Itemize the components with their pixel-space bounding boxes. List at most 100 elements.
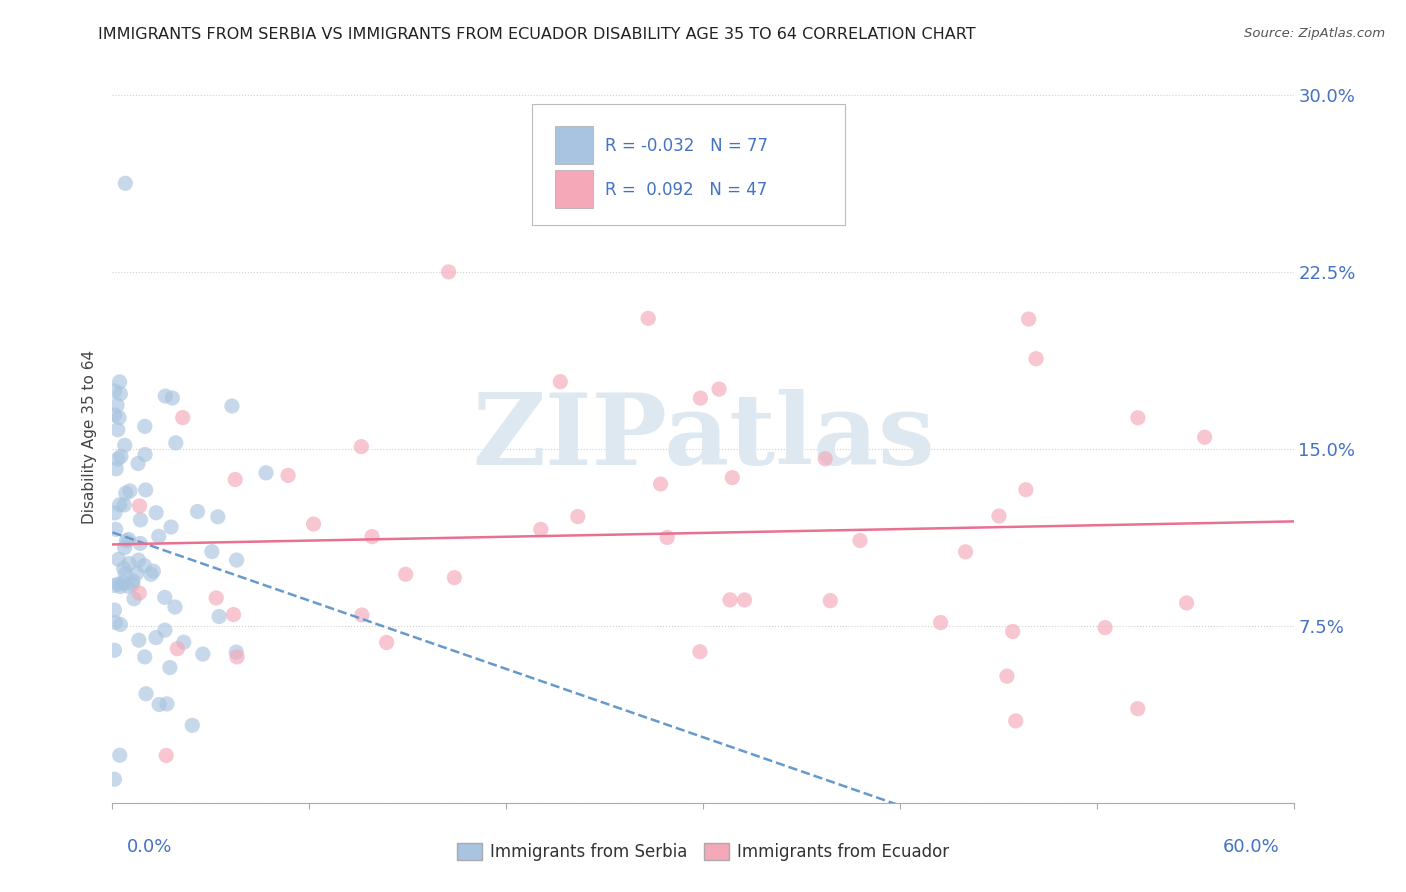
Point <box>650 477 672 491</box>
Point <box>110 617 132 632</box>
Point <box>929 615 952 630</box>
Y-axis label: Disability Age 35 to 64: Disability Age 35 to 64 <box>82 350 97 524</box>
Point <box>181 718 204 732</box>
Point <box>1018 312 1040 326</box>
Point <box>995 669 1018 683</box>
Point <box>107 452 129 467</box>
Point <box>142 564 165 578</box>
Point <box>162 391 184 405</box>
Point <box>139 567 162 582</box>
Point <box>148 698 170 712</box>
Point <box>103 578 125 592</box>
Point <box>128 586 150 600</box>
Point <box>166 641 188 656</box>
Point <box>721 470 744 484</box>
Point <box>159 660 181 674</box>
Point <box>395 567 418 582</box>
Point <box>108 498 131 512</box>
FancyBboxPatch shape <box>555 126 593 164</box>
Text: 0.0%: 0.0% <box>127 838 172 856</box>
Point <box>375 635 398 649</box>
Point <box>129 513 152 527</box>
Point <box>221 399 243 413</box>
Point <box>689 645 711 659</box>
Point <box>155 389 177 403</box>
Point <box>114 566 136 581</box>
Point <box>350 440 373 454</box>
Point <box>108 375 131 389</box>
Point <box>104 506 127 520</box>
Point <box>107 423 129 437</box>
Point <box>205 591 228 605</box>
Text: R = -0.032   N = 77: R = -0.032 N = 77 <box>605 137 768 155</box>
Point <box>1194 430 1216 444</box>
Point <box>302 516 325 531</box>
Point <box>1015 483 1038 497</box>
Point <box>115 533 138 548</box>
Point <box>103 772 125 787</box>
Text: Source: ZipAtlas.com: Source: ZipAtlas.com <box>1244 27 1385 40</box>
Point <box>107 577 129 591</box>
Point <box>955 545 977 559</box>
Point <box>201 544 224 558</box>
Point <box>135 687 157 701</box>
Point <box>207 509 229 524</box>
Point <box>134 448 156 462</box>
Point <box>108 748 131 763</box>
Point <box>112 561 135 575</box>
Point <box>163 600 186 615</box>
Point <box>1126 410 1149 425</box>
Point <box>1094 621 1116 635</box>
Point <box>156 697 179 711</box>
Point <box>1025 351 1047 366</box>
Point <box>160 520 183 534</box>
Point <box>186 504 208 518</box>
Point <box>153 623 176 637</box>
Point <box>437 265 460 279</box>
Point <box>134 419 156 434</box>
Text: R =  0.092   N = 47: R = 0.092 N = 47 <box>605 181 768 199</box>
Point <box>114 541 136 555</box>
Point <box>114 486 136 500</box>
Point <box>225 645 247 659</box>
Point <box>277 468 299 483</box>
Point <box>849 533 872 548</box>
Legend: Immigrants from Serbia, Immigrants from Ecuador: Immigrants from Serbia, Immigrants from … <box>450 836 956 868</box>
Point <box>128 633 150 648</box>
Point <box>718 593 741 607</box>
Point <box>114 438 136 452</box>
Point <box>145 506 167 520</box>
Point <box>104 408 127 422</box>
Point <box>145 631 167 645</box>
Point <box>637 311 659 326</box>
Point <box>208 609 231 624</box>
Point <box>117 579 139 593</box>
Point <box>104 522 127 536</box>
Point <box>222 607 245 622</box>
Point <box>122 574 145 588</box>
Text: IMMIGRANTS FROM SERBIA VS IMMIGRANTS FROM ECUADOR DISABILITY AGE 35 TO 64 CORREL: IMMIGRANTS FROM SERBIA VS IMMIGRANTS FRO… <box>98 27 976 42</box>
Point <box>155 748 177 763</box>
Point <box>173 635 195 649</box>
FancyBboxPatch shape <box>531 104 845 225</box>
Point <box>117 533 139 547</box>
Text: 60.0%: 60.0% <box>1223 838 1279 856</box>
Point <box>225 553 247 567</box>
Point <box>135 483 157 497</box>
FancyBboxPatch shape <box>555 170 593 208</box>
Point <box>988 508 1011 523</box>
Point <box>122 591 145 606</box>
Point <box>121 577 143 591</box>
Point <box>134 558 156 573</box>
Point <box>1175 596 1198 610</box>
Point <box>655 531 678 545</box>
Point <box>165 435 187 450</box>
Point <box>172 410 194 425</box>
Point <box>127 457 149 471</box>
Point <box>134 649 156 664</box>
Point <box>153 591 176 605</box>
Point <box>128 499 150 513</box>
Point <box>148 529 170 543</box>
Point <box>110 386 132 401</box>
Point <box>118 483 141 498</box>
